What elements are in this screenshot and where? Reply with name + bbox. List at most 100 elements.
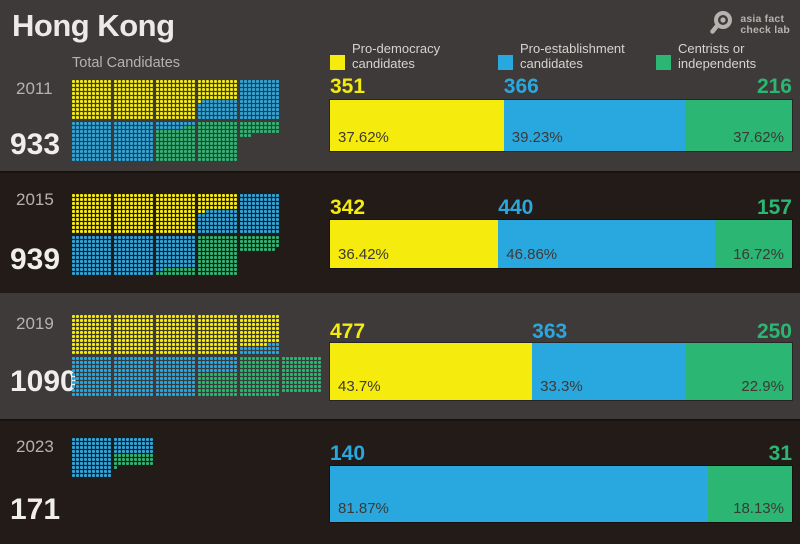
waffle-dot bbox=[222, 315, 225, 318]
waffle-dot bbox=[206, 361, 209, 364]
waffle-dot bbox=[214, 84, 217, 87]
waffle-dot bbox=[230, 256, 233, 259]
waffle-dot bbox=[156, 347, 159, 350]
waffle-dot bbox=[84, 80, 87, 83]
waffle-dot bbox=[88, 142, 91, 145]
waffle-dot bbox=[84, 381, 87, 384]
waffle-dot bbox=[164, 146, 167, 149]
waffle-dot bbox=[218, 385, 221, 388]
waffle-dot bbox=[264, 347, 267, 350]
waffle-dot bbox=[76, 158, 79, 161]
waffle-dot bbox=[192, 214, 195, 217]
waffle-dot bbox=[118, 365, 121, 368]
waffle-dot bbox=[206, 244, 209, 247]
waffle-dot bbox=[146, 230, 149, 233]
waffle-dot bbox=[134, 373, 137, 376]
waffle-dot bbox=[104, 446, 107, 449]
waffle-dot bbox=[210, 138, 213, 141]
waffle-dot bbox=[84, 104, 87, 107]
waffle-dot bbox=[176, 80, 179, 83]
waffle-dot bbox=[156, 335, 159, 338]
stacked-bar-2019: 43.7% 33.3% 22.9% bbox=[330, 343, 792, 400]
waffle-dot bbox=[134, 393, 137, 396]
waffle-dot bbox=[264, 222, 267, 225]
waffle-dot bbox=[214, 393, 217, 396]
waffle-dot bbox=[272, 222, 275, 225]
waffle-dot bbox=[230, 96, 233, 99]
waffle-block-row bbox=[72, 80, 279, 119]
waffle-dot bbox=[234, 335, 237, 338]
waffle-dot bbox=[218, 226, 221, 229]
waffle-dot bbox=[192, 100, 195, 103]
waffle-dot bbox=[234, 112, 237, 115]
waffle-dot bbox=[172, 373, 175, 376]
waffle-dot bbox=[100, 373, 103, 376]
waffle-dot bbox=[138, 138, 141, 141]
waffle-dot bbox=[172, 393, 175, 396]
waffle-dot bbox=[248, 327, 251, 330]
waffle-dot bbox=[272, 389, 275, 392]
waffle-dot bbox=[150, 116, 153, 119]
waffle-dot bbox=[206, 84, 209, 87]
waffle-dot bbox=[96, 194, 99, 197]
waffle-dot bbox=[260, 385, 263, 388]
waffle-dot bbox=[108, 347, 111, 350]
waffle-block-row bbox=[72, 194, 279, 233]
waffle-dot bbox=[138, 146, 141, 149]
waffle-dot bbox=[176, 272, 179, 275]
waffle-dot bbox=[184, 104, 187, 107]
waffle-dot bbox=[92, 92, 95, 95]
waffle-dot bbox=[306, 365, 309, 368]
waffle-dot bbox=[150, 138, 153, 141]
waffle-dot bbox=[202, 218, 205, 221]
waffle-dot bbox=[234, 389, 237, 392]
waffle-dot bbox=[130, 327, 133, 330]
waffle-dot bbox=[168, 80, 171, 83]
waffle-dot bbox=[188, 323, 191, 326]
waffle-dot bbox=[184, 122, 187, 125]
waffle-dot bbox=[252, 202, 255, 205]
waffle-dot bbox=[234, 373, 237, 376]
waffle-dot bbox=[122, 458, 125, 461]
waffle-dot bbox=[92, 96, 95, 99]
waffle-dot bbox=[80, 339, 83, 342]
waffle-dot bbox=[84, 442, 87, 445]
waffle-dot bbox=[80, 116, 83, 119]
waffle-dot bbox=[160, 323, 163, 326]
waffle-dot bbox=[126, 385, 129, 388]
waffle-dot bbox=[108, 319, 111, 322]
waffle-dot bbox=[130, 226, 133, 229]
waffle-dot bbox=[142, 389, 145, 392]
waffle-dot bbox=[88, 104, 91, 107]
waffle-dot bbox=[230, 222, 233, 225]
waffle-dot bbox=[150, 369, 153, 372]
waffle-dot bbox=[206, 134, 209, 137]
waffle-dot bbox=[240, 218, 243, 221]
waffle-dot bbox=[100, 458, 103, 461]
waffle-dot bbox=[180, 214, 183, 217]
waffle-dot bbox=[84, 264, 87, 267]
waffle-dot bbox=[184, 369, 187, 372]
waffle-dot bbox=[256, 319, 259, 322]
waffle-dot bbox=[222, 385, 225, 388]
waffle-dot bbox=[218, 138, 221, 141]
waffle-dot bbox=[84, 331, 87, 334]
waffle-dot bbox=[264, 393, 267, 396]
waffle-dot bbox=[276, 100, 279, 103]
waffle-dot bbox=[210, 357, 213, 360]
waffle-dot bbox=[206, 96, 209, 99]
waffle-dot bbox=[156, 134, 159, 137]
waffle-dot bbox=[88, 315, 91, 318]
waffle-dot bbox=[252, 218, 255, 221]
waffle-dot bbox=[276, 327, 279, 330]
waffle-dot bbox=[180, 377, 183, 380]
waffle-dot bbox=[244, 347, 247, 350]
waffle-dot bbox=[202, 343, 205, 346]
waffle-dot bbox=[104, 150, 107, 153]
waffle-dot bbox=[264, 230, 267, 233]
waffle-dot bbox=[114, 450, 117, 453]
waffle-dot bbox=[226, 146, 229, 149]
waffle-dot bbox=[184, 319, 187, 322]
waffle-dot bbox=[160, 343, 163, 346]
waffle-dot bbox=[100, 335, 103, 338]
